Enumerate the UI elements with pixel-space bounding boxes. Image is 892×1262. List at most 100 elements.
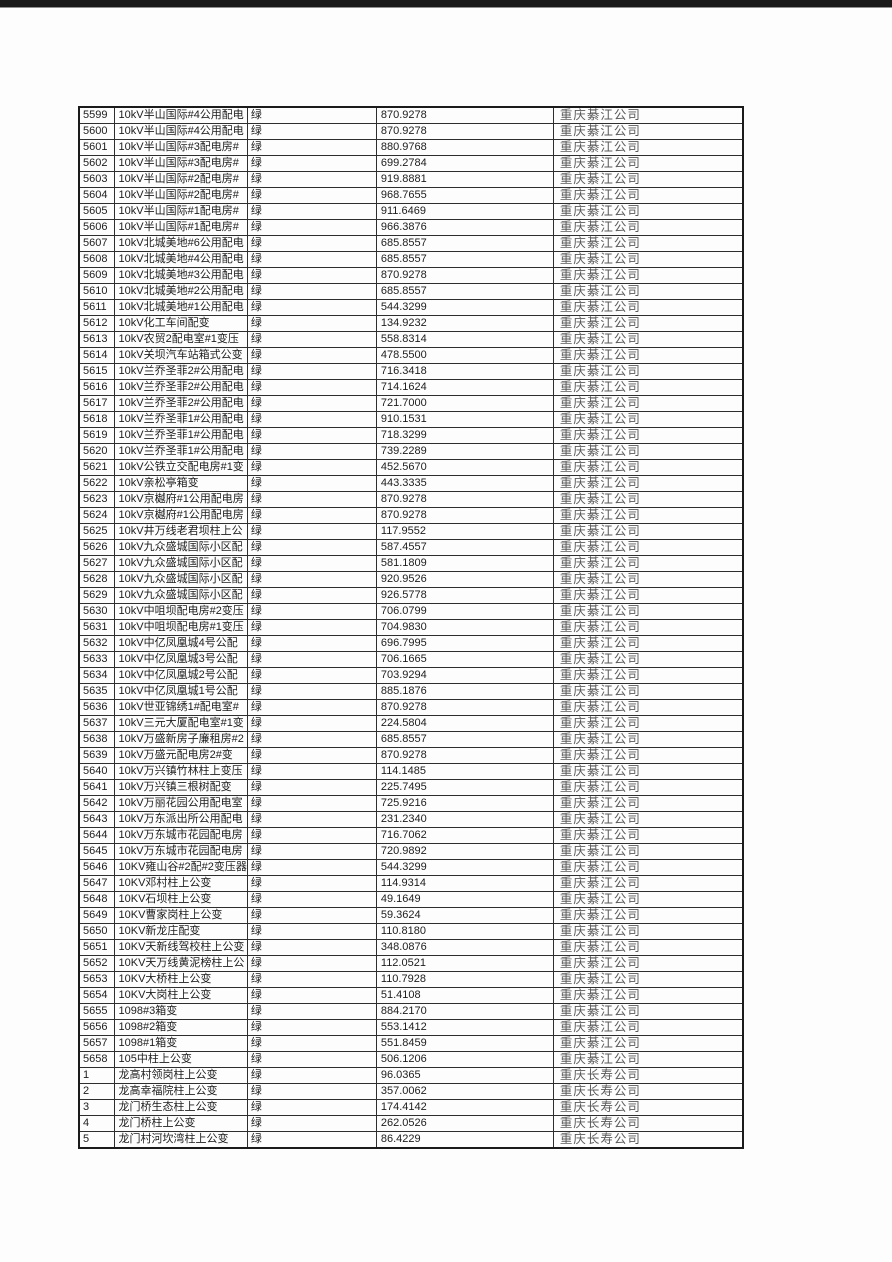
status-cell: 绿 bbox=[246, 235, 377, 252]
value-cell: 117.9552 bbox=[375, 523, 554, 540]
row-number-cell: 5650 bbox=[78, 923, 115, 940]
table-row: 5623 10kV京樾府#1公用配电房绿 870.9278 重庆綦江公司 bbox=[78, 491, 744, 508]
value-cell: 720.9892 bbox=[375, 843, 554, 860]
device-name-cell: 10kV化工车间配变 bbox=[113, 315, 248, 332]
table-row: 5645 10kV万东城市花园配电房绿 720.9892 重庆綦江公司 bbox=[78, 843, 744, 860]
row-number-cell: 5629 bbox=[78, 587, 115, 604]
device-name-cell: 10kV兰乔圣菲2#公用配电 bbox=[113, 363, 248, 380]
value-cell: 926.5778 bbox=[375, 587, 554, 604]
table-row: 5647 10KV邓村柱上公变绿 114.9314 重庆綦江公司 bbox=[78, 875, 744, 892]
status-cell: 绿 bbox=[246, 491, 377, 508]
status-cell: 绿 bbox=[246, 939, 377, 956]
value-cell: 968.7655 bbox=[375, 187, 554, 204]
value-cell: 262.0526 bbox=[375, 1115, 554, 1132]
device-name-cell: 10kV九众盛城国际小区配 bbox=[113, 587, 248, 604]
device-name-cell: 10kV中亿凤凰城3号公配 bbox=[113, 651, 248, 668]
row-number-cell: 5641 bbox=[78, 779, 115, 796]
value-cell: 49.1649 bbox=[375, 891, 554, 908]
device-name-cell: 10kV关坝汽车站箱式公变 bbox=[113, 347, 248, 364]
status-cell: 绿 bbox=[246, 347, 377, 364]
value-cell: 885.1876 bbox=[375, 683, 554, 700]
value-cell: 114.9314 bbox=[375, 875, 554, 892]
value-cell: 685.8557 bbox=[375, 251, 554, 268]
status-cell: 绿 bbox=[246, 395, 377, 412]
table-row: 5612 10kV化工车间配变绿 134.9232 重庆綦江公司 bbox=[78, 315, 744, 332]
status-cell: 绿 bbox=[246, 907, 377, 924]
row-number-cell: 5600 bbox=[78, 123, 115, 140]
status-cell: 绿 bbox=[246, 283, 377, 300]
row-number-cell: 5638 bbox=[78, 731, 115, 748]
table-row: 5630 10kV中咀坝配电房#2变压绿 706.0799 重庆綦江公司 bbox=[78, 603, 744, 620]
device-name-cell: 10kV九众盛城国际小区配 bbox=[113, 539, 248, 556]
row-number-cell: 5619 bbox=[78, 427, 115, 444]
row-number-cell: 5618 bbox=[78, 411, 115, 428]
status-cell: 绿 bbox=[246, 715, 377, 732]
row-number-cell: 5627 bbox=[78, 555, 115, 572]
row-number-cell: 5631 bbox=[78, 619, 115, 636]
company-cell: 重庆綦江公司 bbox=[552, 187, 744, 204]
value-cell: 59.3624 bbox=[375, 907, 554, 924]
status-cell: 绿 bbox=[246, 827, 377, 844]
company-cell: 重庆綦江公司 bbox=[552, 731, 744, 748]
row-number-cell: 5626 bbox=[78, 539, 115, 556]
device-name-cell: 1098#2箱变 bbox=[113, 1019, 248, 1036]
row-number-cell: 5652 bbox=[78, 955, 115, 972]
value-cell: 685.8557 bbox=[375, 235, 554, 252]
status-cell: 绿 bbox=[246, 411, 377, 428]
transformer-table: 5599 10kV半山国际#4公用配电绿 870.9278 重庆綦江公司 5600 10k… bbox=[78, 106, 745, 1149]
row-number-cell: 2 bbox=[78, 1083, 115, 1100]
status-cell: 绿 bbox=[246, 331, 377, 348]
value-cell: 716.3418 bbox=[375, 363, 554, 380]
status-cell: 绿 bbox=[246, 795, 377, 812]
status-cell: 绿 bbox=[246, 891, 377, 908]
company-cell: 重庆綦江公司 bbox=[552, 811, 744, 828]
device-name-cell: 10kV半山国际#4公用配电 bbox=[113, 106, 248, 124]
device-name-cell: 10kV世亚锦绣1#配电室# bbox=[113, 699, 248, 716]
value-cell: 112.0521 bbox=[375, 955, 554, 972]
row-number-cell: 5599 bbox=[78, 106, 115, 124]
device-name-cell: 10kV兰乔圣菲2#公用配电 bbox=[113, 379, 248, 396]
status-cell: 绿 bbox=[246, 859, 377, 876]
device-name-cell: 龙高幸福院柱上公变 bbox=[113, 1083, 248, 1100]
company-cell: 重庆綦江公司 bbox=[552, 619, 744, 636]
row-number-cell: 1 bbox=[78, 1067, 115, 1084]
company-cell: 重庆綦江公司 bbox=[552, 331, 744, 348]
device-name-cell: 10kV半山国际#1配电房# bbox=[113, 203, 248, 220]
device-name-cell: 10kV京樾府#1公用配电房 bbox=[113, 507, 248, 524]
data-sheet: 5599 10kV半山国际#4公用配电绿 870.9278 重庆綦江公司 5600 10k… bbox=[78, 106, 745, 1149]
table-row: 5628 10kV九众盛城国际小区配绿 920.9526 重庆綦江公司 bbox=[78, 571, 744, 588]
table-row: 5616 10kV兰乔圣菲2#公用配电绿 714.1624 重庆綦江公司 bbox=[78, 379, 744, 396]
device-name-cell: 10kV北城美地#1公用配电 bbox=[113, 299, 248, 316]
company-cell: 重庆綦江公司 bbox=[552, 1035, 744, 1052]
company-cell: 重庆綦江公司 bbox=[552, 523, 744, 540]
company-cell: 重庆长寿公司 bbox=[552, 1067, 744, 1084]
company-cell: 重庆綦江公司 bbox=[552, 171, 744, 188]
row-number-cell: 5632 bbox=[78, 635, 115, 652]
row-number-cell: 3 bbox=[78, 1099, 115, 1116]
device-name-cell: 10kV京樾府#1公用配电房 bbox=[113, 491, 248, 508]
table-row: 5638 10kV万盛新房子廉租房#2 绿 685.8557 重庆綦江公司 bbox=[78, 731, 744, 748]
status-cell: 绿 bbox=[246, 747, 377, 764]
company-cell: 重庆綦江公司 bbox=[552, 875, 744, 892]
company-cell: 重庆綦江公司 bbox=[552, 491, 744, 508]
company-cell: 重庆綦江公司 bbox=[552, 683, 744, 700]
value-cell: 739.2289 bbox=[375, 443, 554, 460]
value-cell: 920.9526 bbox=[375, 571, 554, 588]
device-name-cell: 10KV雍山谷#2配#2变压器 bbox=[113, 859, 248, 876]
table-row: 5653 10KV大桥柱上公变绿 110.7928 重庆綦江公司 bbox=[78, 971, 744, 988]
status-cell: 绿 bbox=[246, 1003, 377, 1020]
company-cell: 重庆綦江公司 bbox=[552, 427, 744, 444]
table-row: 5648 10KV石坝柱上公变绿 49.1649 重庆綦江公司 bbox=[78, 891, 744, 908]
row-number-cell: 5637 bbox=[78, 715, 115, 732]
row-number-cell: 5635 bbox=[78, 683, 115, 700]
row-number-cell: 5610 bbox=[78, 283, 115, 300]
table-row: 5618 10kV兰乔圣菲1#公用配电绿 910.1531 重庆綦江公司 bbox=[78, 411, 744, 428]
row-number-cell: 5625 bbox=[78, 523, 115, 540]
row-number-cell: 5651 bbox=[78, 939, 115, 956]
status-cell: 绿 bbox=[246, 155, 377, 172]
table-row: 5615 10kV兰乔圣菲2#公用配电绿 716.3418 重庆綦江公司 bbox=[78, 363, 744, 380]
value-cell: 558.8314 bbox=[375, 331, 554, 348]
device-name-cell: 10kV兰乔圣菲1#公用配电 bbox=[113, 411, 248, 428]
company-cell: 重庆綦江公司 bbox=[552, 106, 744, 124]
page-top-edge-bar bbox=[0, 0, 892, 8]
